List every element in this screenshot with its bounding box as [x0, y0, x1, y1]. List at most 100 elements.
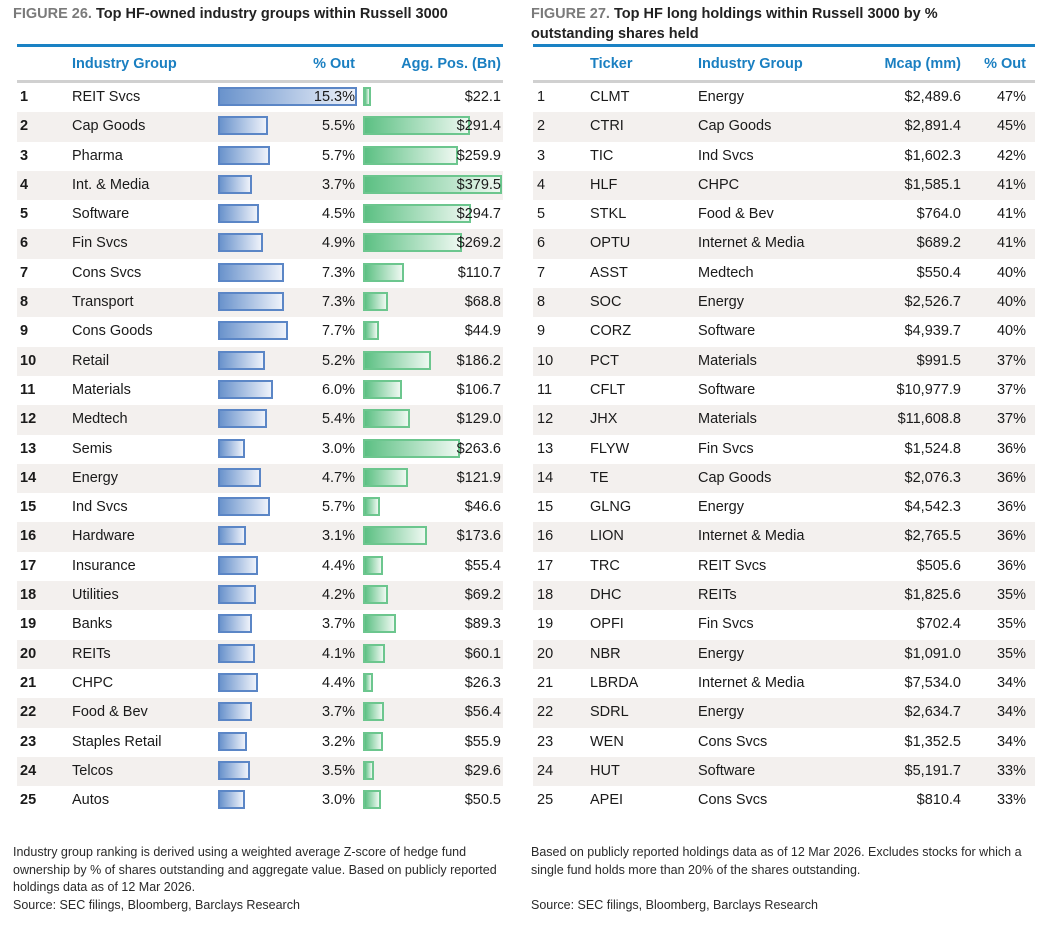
pct-out-bar	[218, 145, 270, 165]
rank: 4	[20, 176, 29, 193]
table-row: 18 Utilities 4.2% $69.2	[17, 581, 503, 611]
agg-pos-bar	[363, 643, 385, 663]
pct-out-bar	[218, 116, 268, 136]
agg-pos: $26.3	[464, 674, 501, 691]
pct-out: 3.2%	[321, 733, 355, 750]
figure-27-note: Based on publicly reported holdings data…	[531, 845, 1022, 877]
table-header: Industry Group % Out Agg. Pos. (Bn)	[17, 47, 503, 83]
figure-27-number: FIGURE 27.	[531, 6, 610, 22]
pct-out: 6.0%	[321, 381, 355, 398]
industry-group: Banks	[72, 616, 113, 633]
top-holdings-table: Ticker Industry Group Mcap (mm) % Out 1 C…	[533, 44, 1035, 815]
pct-out-bar	[218, 614, 252, 634]
agg-pos: $263.6	[456, 440, 501, 457]
ticker: APEI	[590, 792, 624, 809]
agg-pos-bar	[363, 233, 462, 253]
table-row: 1 REIT Svcs 15.3% $22.1	[17, 83, 503, 112]
agg-pos-bar	[363, 116, 470, 136]
agg-pos: $379.5	[456, 176, 501, 193]
industry-group: Fin Svcs	[698, 616, 754, 633]
rank: 13	[20, 440, 37, 457]
pct-out: 41%	[996, 206, 1026, 223]
industry-group: Energy	[698, 89, 744, 105]
table-top-rule	[17, 44, 503, 47]
table-row: 11 CFLT Software $10,977.9 37%	[533, 376, 1035, 405]
industry-group: REITs	[72, 645, 111, 662]
pct-out-bar	[218, 438, 246, 458]
rank: 10	[20, 352, 37, 369]
rank: 23	[537, 733, 554, 750]
figure-27-title: FIGURE 27. Top HF long holdings within R…	[531, 4, 1001, 44]
agg-pos-bar	[363, 555, 384, 575]
agg-pos: $186.2	[456, 352, 501, 369]
table-row: 21 LBRDA Internet & Media $7,534.0 34%	[533, 669, 1035, 698]
pct-out: 40%	[996, 264, 1026, 281]
rank: 18	[537, 587, 554, 604]
figure-26-source: Source: SEC filings, Bloomberg, Barclays…	[13, 897, 300, 912]
ticker: ASST	[590, 264, 628, 281]
pct-out: 37%	[996, 411, 1026, 428]
mcap: $10,977.9	[896, 381, 961, 398]
pct-out: 4.4%	[321, 557, 355, 574]
mcap: $1,091.0	[904, 645, 961, 662]
rank: 3	[20, 147, 29, 164]
header-pct-out: % Out	[984, 56, 1026, 72]
rank: 14	[537, 469, 554, 486]
pct-out: 47%	[996, 89, 1026, 105]
table-row: 19 Banks 3.7% $89.3	[17, 610, 503, 639]
table-row: 15 Ind Svcs 5.7% $46.6	[17, 493, 503, 522]
ticker: FLYW	[590, 440, 630, 457]
table-row: 19 OPFI Fin Svcs $702.4 35%	[533, 610, 1035, 639]
industry-group: Materials	[698, 411, 757, 428]
header-agg-pos: Agg. Pos. (Bn)	[401, 56, 501, 72]
pct-out: 36%	[996, 440, 1026, 457]
pct-out: 40%	[996, 294, 1026, 311]
industry-group: Retail	[72, 352, 110, 369]
ticker: NBR	[590, 645, 621, 662]
ticker: CLMT	[590, 89, 630, 105]
mcap: $2,489.6	[904, 89, 961, 105]
mcap: $1,524.8	[904, 440, 961, 457]
header-ticker: Ticker	[590, 56, 633, 72]
agg-pos: $60.1	[464, 645, 501, 662]
agg-pos: $269.2	[456, 235, 501, 252]
header-pct-out: % Out	[313, 56, 355, 72]
rank: 11	[537, 381, 553, 398]
industry-group: Internet & Media	[698, 235, 805, 252]
table-row: 13 Semis 3.0% $263.6	[17, 435, 503, 464]
pct-out-bar	[218, 321, 288, 341]
rank: 2	[20, 118, 29, 135]
pct-out: 35%	[996, 587, 1026, 604]
industry-group: Software	[698, 323, 756, 340]
pct-out-bar	[218, 292, 285, 312]
industry-group: Internet & Media	[698, 528, 805, 545]
rank: 22	[537, 704, 554, 721]
industry-groups-table: Industry Group % Out Agg. Pos. (Bn) 1 REI…	[17, 44, 503, 815]
agg-pos-bar	[363, 438, 460, 458]
rank: 15	[20, 499, 37, 516]
table-row: 1 CLMT Energy $2,489.6 47%	[533, 83, 1035, 112]
pct-out: 3.1%	[321, 528, 355, 545]
agg-pos: $89.3	[464, 616, 501, 633]
pct-out-bar	[218, 702, 252, 722]
table-row: 15 GLNG Energy $4,542.3 36%	[533, 493, 1035, 522]
table-row: 16 LION Internet & Media $2,765.5 36%	[533, 522, 1035, 552]
agg-pos-bar	[363, 174, 502, 194]
rank: 16	[20, 528, 37, 545]
mcap: $2,634.7	[904, 704, 961, 721]
rank: 22	[20, 704, 37, 721]
table-row: 12 Medtech 5.4% $129.0	[17, 405, 503, 435]
industry-group: Energy	[698, 645, 744, 662]
rank: 17	[537, 557, 554, 574]
industry-group: Energy	[698, 499, 744, 516]
pct-out: 41%	[996, 235, 1026, 252]
agg-pos-bar	[363, 321, 380, 341]
industry-group: Transport	[72, 294, 134, 311]
ticker: SOC	[590, 294, 622, 311]
agg-pos: $291.4	[456, 118, 501, 135]
rank: 8	[537, 294, 546, 311]
pct-out-bar	[218, 643, 256, 663]
agg-pos: $22.1	[464, 89, 501, 105]
pct-out: 42%	[996, 147, 1026, 164]
table-row: 21 CHPC 4.4% $26.3	[17, 669, 503, 698]
